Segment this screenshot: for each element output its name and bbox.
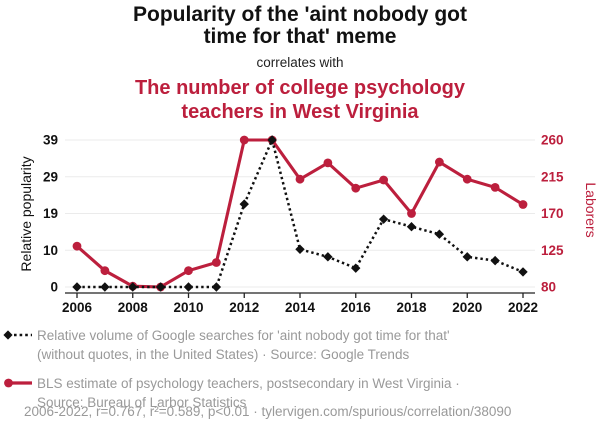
data-point-circle	[323, 158, 333, 168]
data-point-circle	[434, 157, 444, 167]
chart-canvas: 0 80 10 125 19 170 29 215 39 260 2006 2008 2010 2012 2…	[18, 133, 599, 316]
chart-subtitle: The number of college psychology teacher…	[134, 77, 466, 123]
footer-stats: 2006-2022, r=0.767, r²=0.589, p<0.01 · t…	[24, 404, 512, 419]
data-point-diamond	[406, 221, 417, 232]
data-point-circle	[462, 174, 472, 184]
y-axis-left-tick-label: 39	[43, 133, 58, 148]
data-point-diamond	[155, 282, 166, 292]
chart-header: Popularity of the 'aint nobody got time …	[0, 2, 600, 124]
data-point-diamond	[490, 255, 500, 266]
y-axis-right-tick-label: 125	[541, 243, 564, 258]
x-axis-tick-label: 2012	[229, 300, 259, 315]
x-axis-tick-label: 2014	[285, 300, 316, 315]
y-axis-right-tick-label: 80	[541, 280, 556, 295]
data-point-diamond	[100, 282, 110, 292]
data-point-diamond	[128, 282, 138, 292]
data-point-circle	[295, 174, 305, 184]
data-point-diamond	[211, 282, 222, 292]
data-point-circle	[407, 209, 416, 218]
y-axis-left-label: Relative popularity	[18, 156, 34, 271]
y-axis-right-tick-label: 170	[541, 206, 564, 221]
legend-item-google-trends: Relative volume of Google searches for '…	[0, 326, 592, 364]
series-line-google-trends	[77, 136, 524, 289]
data-point-diamond	[378, 214, 389, 224]
correlates-with-text: correlates with	[256, 55, 344, 70]
legend-bls-line1: BLS estimate of psychology teachers, pos…	[37, 376, 460, 391]
data-point-diamond	[462, 252, 472, 262]
legend-item-bls: BLS estimate of psychology teachers, pos…	[0, 374, 592, 412]
data-point-circle	[211, 258, 221, 267]
data-point-diamond	[434, 229, 445, 239]
x-axis-tick-label: 2010	[173, 300, 203, 315]
data-point-diamond	[239, 199, 249, 209]
y-axis-right-tick-label: 260	[541, 133, 564, 148]
data-point-circle	[239, 135, 249, 145]
data-point-circle	[351, 183, 361, 193]
chart-title: Popularity of the 'aint nobody got time …	[133, 3, 467, 48]
data-point-diamond	[295, 244, 305, 255]
data-point-circle	[518, 200, 528, 209]
data-point-diamond	[351, 263, 361, 273]
x-axis-tick-label: 2018	[396, 300, 427, 315]
data-point-diamond	[183, 282, 194, 292]
data-point-circle	[100, 266, 110, 276]
data-point-circle	[72, 241, 82, 251]
legend-bls-line2: Source: Bureau of Larbor Statistics	[37, 395, 247, 410]
y-axis-right-tick-label: 215	[541, 169, 564, 184]
x-axis-tick-label: 2006	[62, 300, 93, 315]
x-axis-tick-label: 2008	[118, 300, 149, 315]
y-axis-left-tick-label: 19	[43, 206, 58, 221]
x-axis-tick-label: 2022	[508, 300, 538, 315]
data-point-diamond	[267, 135, 277, 145]
legend: Relative volume of Google searches for '…	[0, 326, 592, 412]
data-point-circle	[490, 182, 500, 192]
y-axis-left-tick-label: 0	[50, 280, 58, 295]
dotted-diamond-line-icon	[3, 330, 32, 340]
y-axis-left-tick-label: 29	[43, 169, 58, 184]
legend-google-line1: Relative volume of Google searches for '…	[37, 328, 450, 343]
x-axis-tick-label: 2020	[452, 300, 482, 315]
y-axis-right-label: Laborers	[583, 182, 599, 237]
data-point-circle	[379, 175, 389, 185]
data-point-diamond	[323, 252, 333, 262]
solid-circle-line-icon	[4, 378, 32, 388]
x-axis-tick-label: 2016	[341, 300, 372, 315]
data-point-circle	[184, 266, 193, 276]
legend-google-line2: (without quotes, in the United States) ·…	[37, 347, 410, 362]
data-point-diamond	[518, 267, 528, 277]
y-axis-left-tick-label: 10	[43, 243, 58, 258]
data-point-diamond	[72, 282, 82, 292]
